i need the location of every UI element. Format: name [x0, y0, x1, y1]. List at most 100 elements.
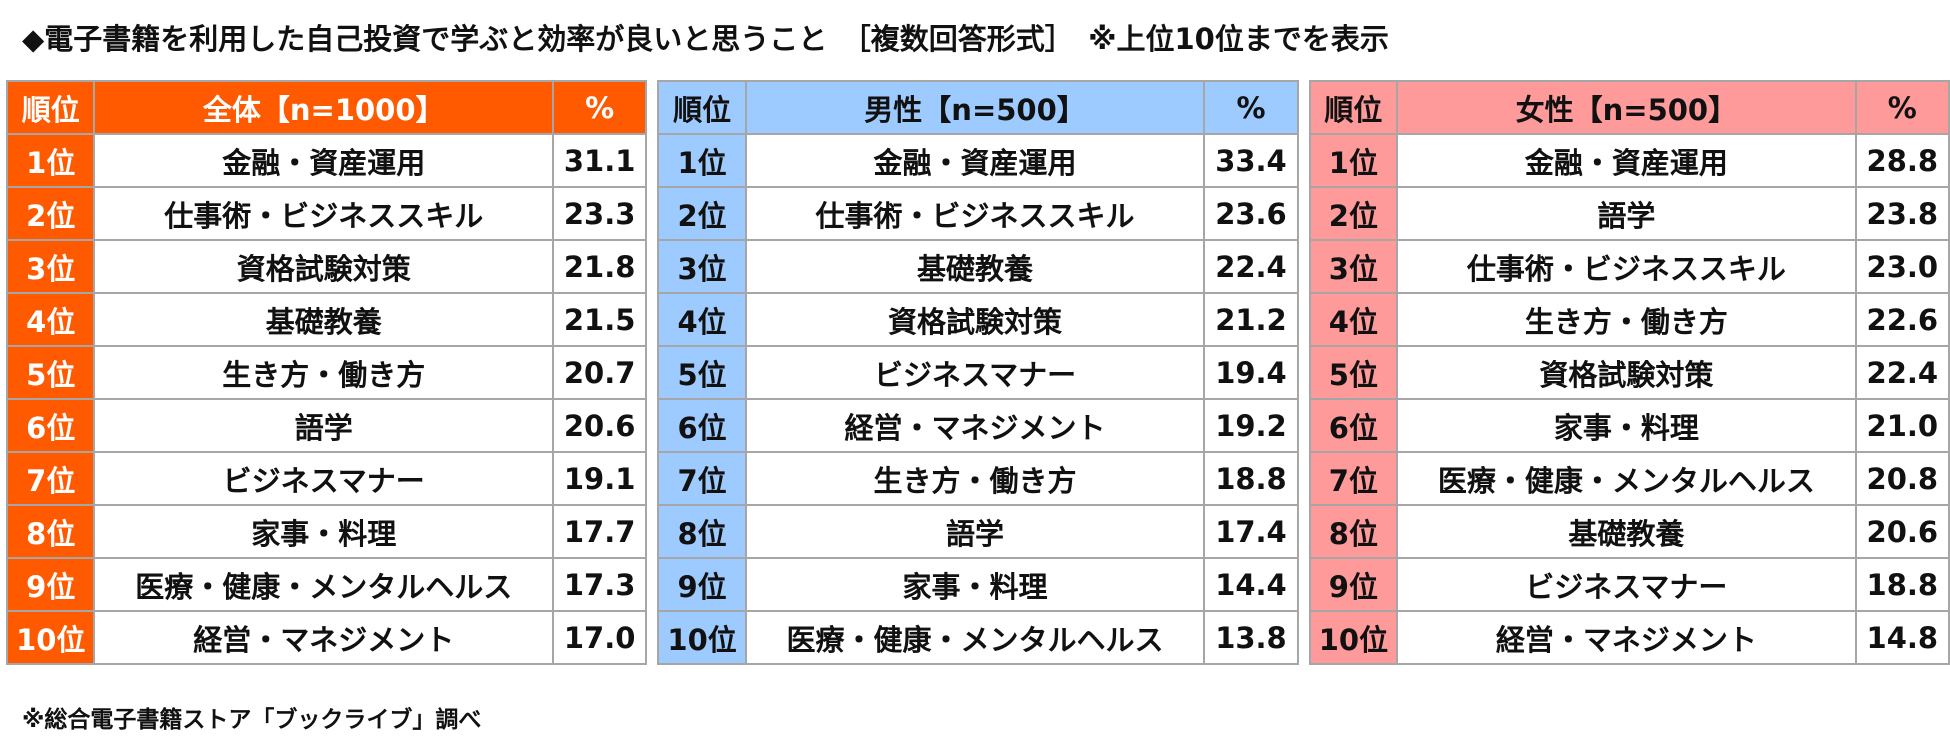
percent-cell: 20.6	[551, 398, 648, 453]
overall-ranking-table: 順位 全体【n=1000】% 1位 金融・資産運用 31.1 2位 仕事術・ビジネススキル…	[5, 80, 648, 665]
table-row: 7位 ビジネスマナー 19.1	[5, 451, 648, 506]
table-row: 3位 仕事術・ビジネススキル 23.0	[1308, 239, 1950, 294]
percent-cell: 21.0	[1854, 398, 1950, 453]
percent-cell: 17.4	[1203, 504, 1299, 559]
rank-cell: 1位	[5, 133, 96, 188]
table-row: 9位 ビジネスマナー 18.8	[1308, 557, 1950, 612]
percent-cell: 23.8	[1854, 186, 1950, 241]
rank-header: 順位	[657, 80, 747, 135]
item-cell: ビジネスマナー	[93, 451, 554, 506]
item-cell: 家事・料理	[1396, 398, 1857, 453]
item-cell: 仕事術・ビジネススキル	[744, 186, 1206, 241]
group-header: 女性【n=500】	[1396, 80, 1857, 135]
percent-cell: 19.4	[1203, 345, 1299, 400]
rank-cell: 7位	[657, 451, 747, 506]
table-row: 5位 資格試験対策 22.4	[1308, 345, 1950, 400]
percent-cell: 17.3	[551, 557, 648, 612]
rank-cell: 3位	[5, 239, 96, 294]
percent-cell: 19.1	[551, 451, 648, 506]
item-cell: 金融・資産運用	[1396, 133, 1857, 188]
table-row: 4位 基礎教養 21.5	[5, 292, 648, 347]
item-cell: 医療・健康・メンタルヘルス	[93, 557, 554, 612]
item-cell: 仕事術・ビジネススキル	[1396, 239, 1857, 294]
percent-cell: 23.0	[1854, 239, 1950, 294]
percent-cell: 21.8	[551, 239, 648, 294]
item-cell: 経営・マネジメント	[744, 398, 1206, 453]
rank-header: 順位	[5, 80, 96, 135]
rank-cell: 1位	[657, 133, 747, 188]
item-cell: 経営・マネジメント	[1396, 610, 1857, 665]
percent-cell: 14.4	[1203, 557, 1299, 612]
male-ranking-table: 順位 男性【n=500】% 1位 金融・資産運用 33.4 2位 仕事術・ビジネススキル 2…	[657, 80, 1299, 665]
percent-cell: 18.8	[1203, 451, 1299, 506]
rank-cell: 4位	[1308, 292, 1399, 347]
table-row: 1位 金融・資産運用 33.4	[657, 133, 1299, 188]
table-row: 1位 金融・資産運用 28.8	[1308, 133, 1950, 188]
rank-cell: 2位	[1308, 186, 1399, 241]
table-row: 4位 生き方・働き方 22.6	[1308, 292, 1950, 347]
rank-cell: 4位	[5, 292, 96, 347]
item-cell: 語学	[744, 504, 1206, 559]
table-header-row: 順位 全体【n=1000】%	[5, 80, 648, 135]
percent-cell: 19.2	[1203, 398, 1299, 453]
group-header: 全体【n=1000】	[93, 80, 554, 135]
rank-cell: 8位	[5, 504, 96, 559]
rank-cell: 5位	[5, 345, 96, 400]
table-row: 8位 基礎教養 20.6	[1308, 504, 1950, 559]
percent-cell: 20.6	[1854, 504, 1950, 559]
table-row: 1位 金融・資産運用 31.1	[5, 133, 648, 188]
rank-cell: 1位	[1308, 133, 1399, 188]
table-row: 8位 語学 17.4	[657, 504, 1299, 559]
table-row: 2位 語学 23.8	[1308, 186, 1950, 241]
percent-cell: 14.8	[1854, 610, 1950, 665]
item-cell: 基礎教養	[744, 239, 1206, 294]
percent-cell: 17.7	[551, 504, 648, 559]
percent-cell: 31.1	[551, 133, 648, 188]
rank-cell: 9位	[1308, 557, 1399, 612]
item-cell: ビジネスマナー	[744, 345, 1206, 400]
rank-cell: 10位	[657, 610, 747, 665]
percent-cell: 28.8	[1854, 133, 1950, 188]
table-row: 6位 家事・料理 21.0	[1308, 398, 1950, 453]
table-row: 10位 医療・健康・メンタルヘルス 13.8	[657, 610, 1299, 665]
percent-header: %	[551, 80, 648, 135]
table-row: 2位 仕事術・ビジネススキル 23.6	[657, 186, 1299, 241]
item-cell: 生き方・働き方	[1396, 292, 1857, 347]
item-cell: 語学	[93, 398, 554, 453]
table-row: 8位 家事・料理 17.7	[5, 504, 648, 559]
rank-cell: 8位	[1308, 504, 1399, 559]
item-cell: 語学	[1396, 186, 1857, 241]
percent-cell: 33.4	[1203, 133, 1299, 188]
rank-cell: 2位	[5, 186, 96, 241]
table-row: 9位 医療・健康・メンタルヘルス 17.3	[5, 557, 648, 612]
rank-cell: 7位	[1308, 451, 1399, 506]
table-row: 9位 家事・料理 14.4	[657, 557, 1299, 612]
table-row: 6位 経営・マネジメント 19.2	[657, 398, 1299, 453]
chart-title: ◆電子書籍を利用した自己投資で学ぶと効率が良いと思うこと ［複数回答形式］ ※上…	[22, 22, 1389, 56]
item-cell: 金融・資産運用	[744, 133, 1206, 188]
percent-header: %	[1854, 80, 1950, 135]
table-row: 6位 語学 20.6	[5, 398, 648, 453]
percent-cell: 22.4	[1203, 239, 1299, 294]
percent-cell: 21.5	[551, 292, 648, 347]
item-cell: 基礎教養	[1396, 504, 1857, 559]
rank-cell: 3位	[657, 239, 747, 294]
item-cell: 資格試験対策	[1396, 345, 1857, 400]
percent-cell: 18.8	[1854, 557, 1950, 612]
table-row: 7位 生き方・働き方 18.8	[657, 451, 1299, 506]
item-cell: 家事・料理	[744, 557, 1206, 612]
table-header-row: 順位 男性【n=500】%	[657, 80, 1299, 135]
rank-cell: 6位	[1308, 398, 1399, 453]
table-row: 10位 経営・マネジメント 14.8	[1308, 610, 1950, 665]
rank-cell: 5位	[657, 345, 747, 400]
item-cell: 医療・健康・メンタルヘルス	[744, 610, 1206, 665]
item-cell: 家事・料理	[93, 504, 554, 559]
percent-header: %	[1203, 80, 1299, 135]
ranking-tables: 順位 全体【n=1000】% 1位 金融・資産運用 31.1 2位 仕事術・ビジネススキル…	[5, 80, 1950, 665]
item-cell: 基礎教養	[93, 292, 554, 347]
percent-cell: 20.8	[1854, 451, 1950, 506]
percent-cell: 21.2	[1203, 292, 1299, 347]
item-cell: 金融・資産運用	[93, 133, 554, 188]
item-cell: 仕事術・ビジネススキル	[93, 186, 554, 241]
rank-cell: 10位	[5, 610, 96, 665]
